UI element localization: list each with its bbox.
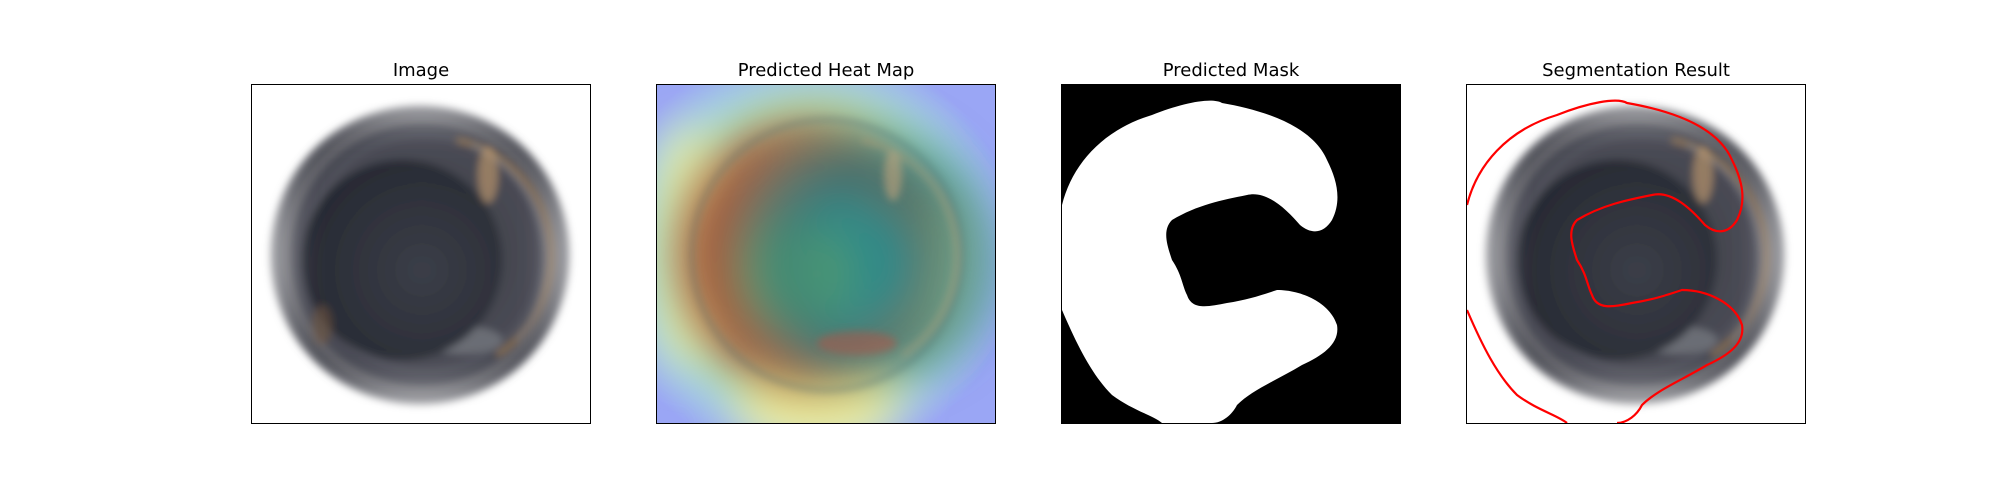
segmentation-graphic [1467,85,1805,423]
predicted-mask [1061,84,1401,424]
heat-map [656,84,996,424]
panel-title: Predicted Heat Map [737,60,915,81]
panel-title: Segmentation Result [1542,60,1730,81]
heat-map-graphic [657,85,995,423]
lens-photo-graphic [252,85,590,423]
panel-title: Predicted Mask [1162,60,1300,81]
mask-region [1062,100,1338,423]
mask-graphic [1062,85,1400,423]
lens-photo [251,84,591,424]
segmentation-overlay [1466,84,1806,424]
mask-contour [1467,99,1744,423]
panel-title: Image [392,60,450,81]
